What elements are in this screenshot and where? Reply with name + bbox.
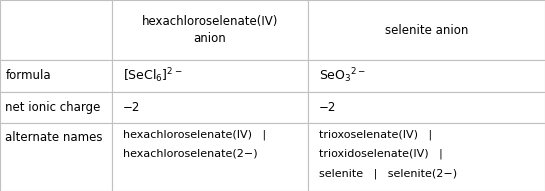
- Bar: [308, 123, 545, 191]
- Text: SeO$_3$$^{2-}$: SeO$_3$$^{2-}$: [319, 67, 366, 85]
- Bar: [0, 123, 112, 191]
- Text: selenite   |   selenite(2−): selenite | selenite(2−): [319, 168, 457, 179]
- Text: formula: formula: [5, 69, 51, 83]
- Text: −2: −2: [123, 101, 140, 114]
- Bar: [0, 60, 112, 92]
- Bar: [112, 123, 308, 191]
- Bar: [0, 92, 112, 123]
- Text: hexachloroselenate(IV)   |: hexachloroselenate(IV) |: [123, 130, 266, 140]
- Text: trioxidoselenate(IV)   |: trioxidoselenate(IV) |: [319, 149, 443, 159]
- Bar: [112, 60, 308, 92]
- Text: hexachloroselenate(IV)
anion: hexachloroselenate(IV) anion: [142, 15, 278, 45]
- Bar: [112, 92, 308, 123]
- Bar: [308, 92, 545, 123]
- Bar: [308, 0, 545, 60]
- Bar: [308, 60, 545, 92]
- Text: [SeCl$_6$]$^{2-}$: [SeCl$_6$]$^{2-}$: [123, 67, 182, 85]
- Text: selenite anion: selenite anion: [385, 23, 468, 37]
- Text: alternate names: alternate names: [5, 131, 103, 144]
- Text: hexachloroselenate(2−): hexachloroselenate(2−): [123, 149, 257, 159]
- Bar: [0, 0, 112, 60]
- Text: trioxoselenate(IV)   |: trioxoselenate(IV) |: [319, 130, 432, 140]
- Text: −2: −2: [319, 101, 336, 114]
- Text: net ionic charge: net ionic charge: [5, 101, 101, 114]
- Bar: [112, 0, 308, 60]
